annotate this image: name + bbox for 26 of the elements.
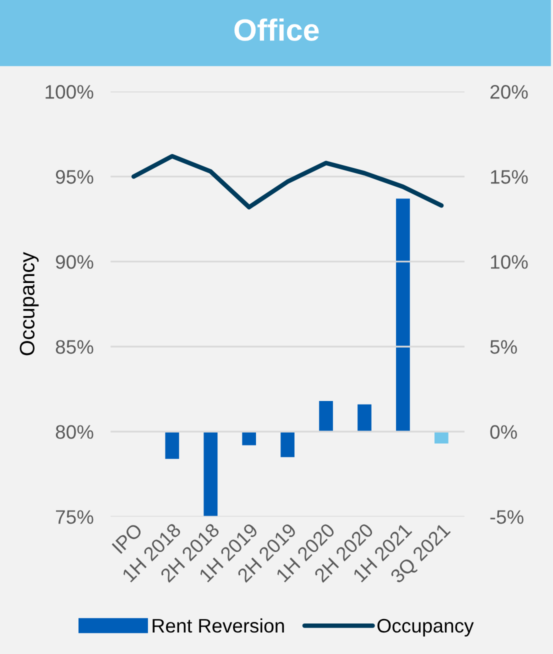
y2-tick-label: 20% bbox=[490, 85, 528, 99]
x-tick-label: IPO bbox=[112, 522, 144, 554]
bar bbox=[204, 432, 218, 517]
y-tick-label: 85% bbox=[56, 340, 94, 354]
line-series bbox=[131, 154, 444, 210]
y-tick-label: 95% bbox=[56, 170, 94, 184]
y-tick-label: 100% bbox=[46, 85, 94, 99]
y-tick-label: 80% bbox=[56, 425, 94, 439]
y2-tick-label: 0% bbox=[490, 425, 517, 439]
bar bbox=[434, 432, 448, 444]
y-tick-label: 90% bbox=[56, 255, 94, 269]
bar bbox=[358, 404, 372, 432]
bar bbox=[396, 198, 410, 432]
bar bbox=[165, 432, 180, 459]
legend-label: Rent Reversion bbox=[152, 618, 284, 633]
y2-tick-label: 10% bbox=[491, 255, 528, 269]
legend-label: Occupancy bbox=[377, 618, 474, 636]
bar bbox=[242, 432, 256, 446]
bar bbox=[280, 432, 294, 458]
y-axis-title: Occupancy bbox=[20, 252, 39, 356]
y2-tick-label: 15% bbox=[491, 170, 528, 184]
bar bbox=[319, 401, 333, 432]
chart-title: Office bbox=[234, 18, 319, 41]
y2-tick-label: 5% bbox=[490, 340, 517, 354]
y-tick-label: 75% bbox=[56, 510, 94, 524]
y2-tick-label: -5% bbox=[490, 510, 524, 524]
